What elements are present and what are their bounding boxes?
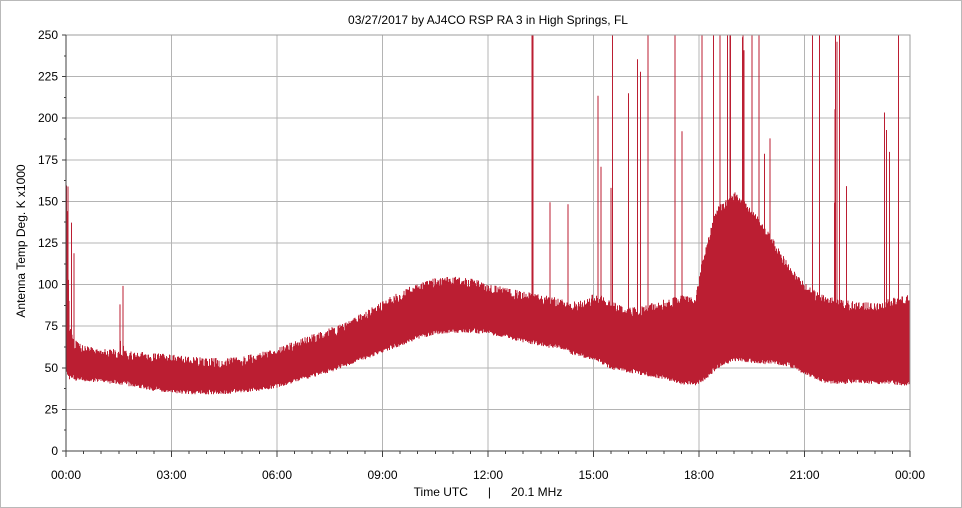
x-tick-label: 03:00	[156, 468, 186, 482]
y-tick-label: 250	[38, 28, 58, 42]
y-tick-label: 50	[45, 361, 59, 375]
y-tick-label: 200	[38, 111, 58, 125]
x-tick-label: 15:00	[578, 468, 608, 482]
y-tick-label: 0	[51, 444, 58, 458]
x-tick-label: 06:00	[262, 468, 292, 482]
x-axis-label: Time UTC | 20.1 MHz	[414, 485, 563, 499]
plot-area: 0 25 50 75 100 125 150 175 200 225 250 00:00 03:00 06…	[38, 28, 925, 482]
y-tick-label: 100	[38, 278, 58, 292]
x-tick-label: 18:00	[684, 468, 714, 482]
x-tick-label: 09:00	[367, 468, 397, 482]
y-tick-label: 175	[38, 153, 58, 167]
y-axis-label: Antenna Temp Deg. K x1000	[14, 164, 28, 318]
y-tick-label: 225	[38, 70, 58, 84]
y-tick-label: 75	[45, 319, 59, 333]
y-tick-label: 125	[38, 236, 58, 250]
y-tick-label: 150	[38, 194, 58, 208]
x-tick-label: 12:00	[473, 468, 503, 482]
chart-title: 03/27/2017 by AJ4CO RSP RA 3 in High Spr…	[348, 13, 628, 27]
x-tick-label: 00:00	[895, 468, 925, 482]
x-tick-label: 00:00	[51, 468, 81, 482]
x-tick-label: 21:00	[789, 468, 819, 482]
y-tick-label: 25	[45, 402, 59, 416]
